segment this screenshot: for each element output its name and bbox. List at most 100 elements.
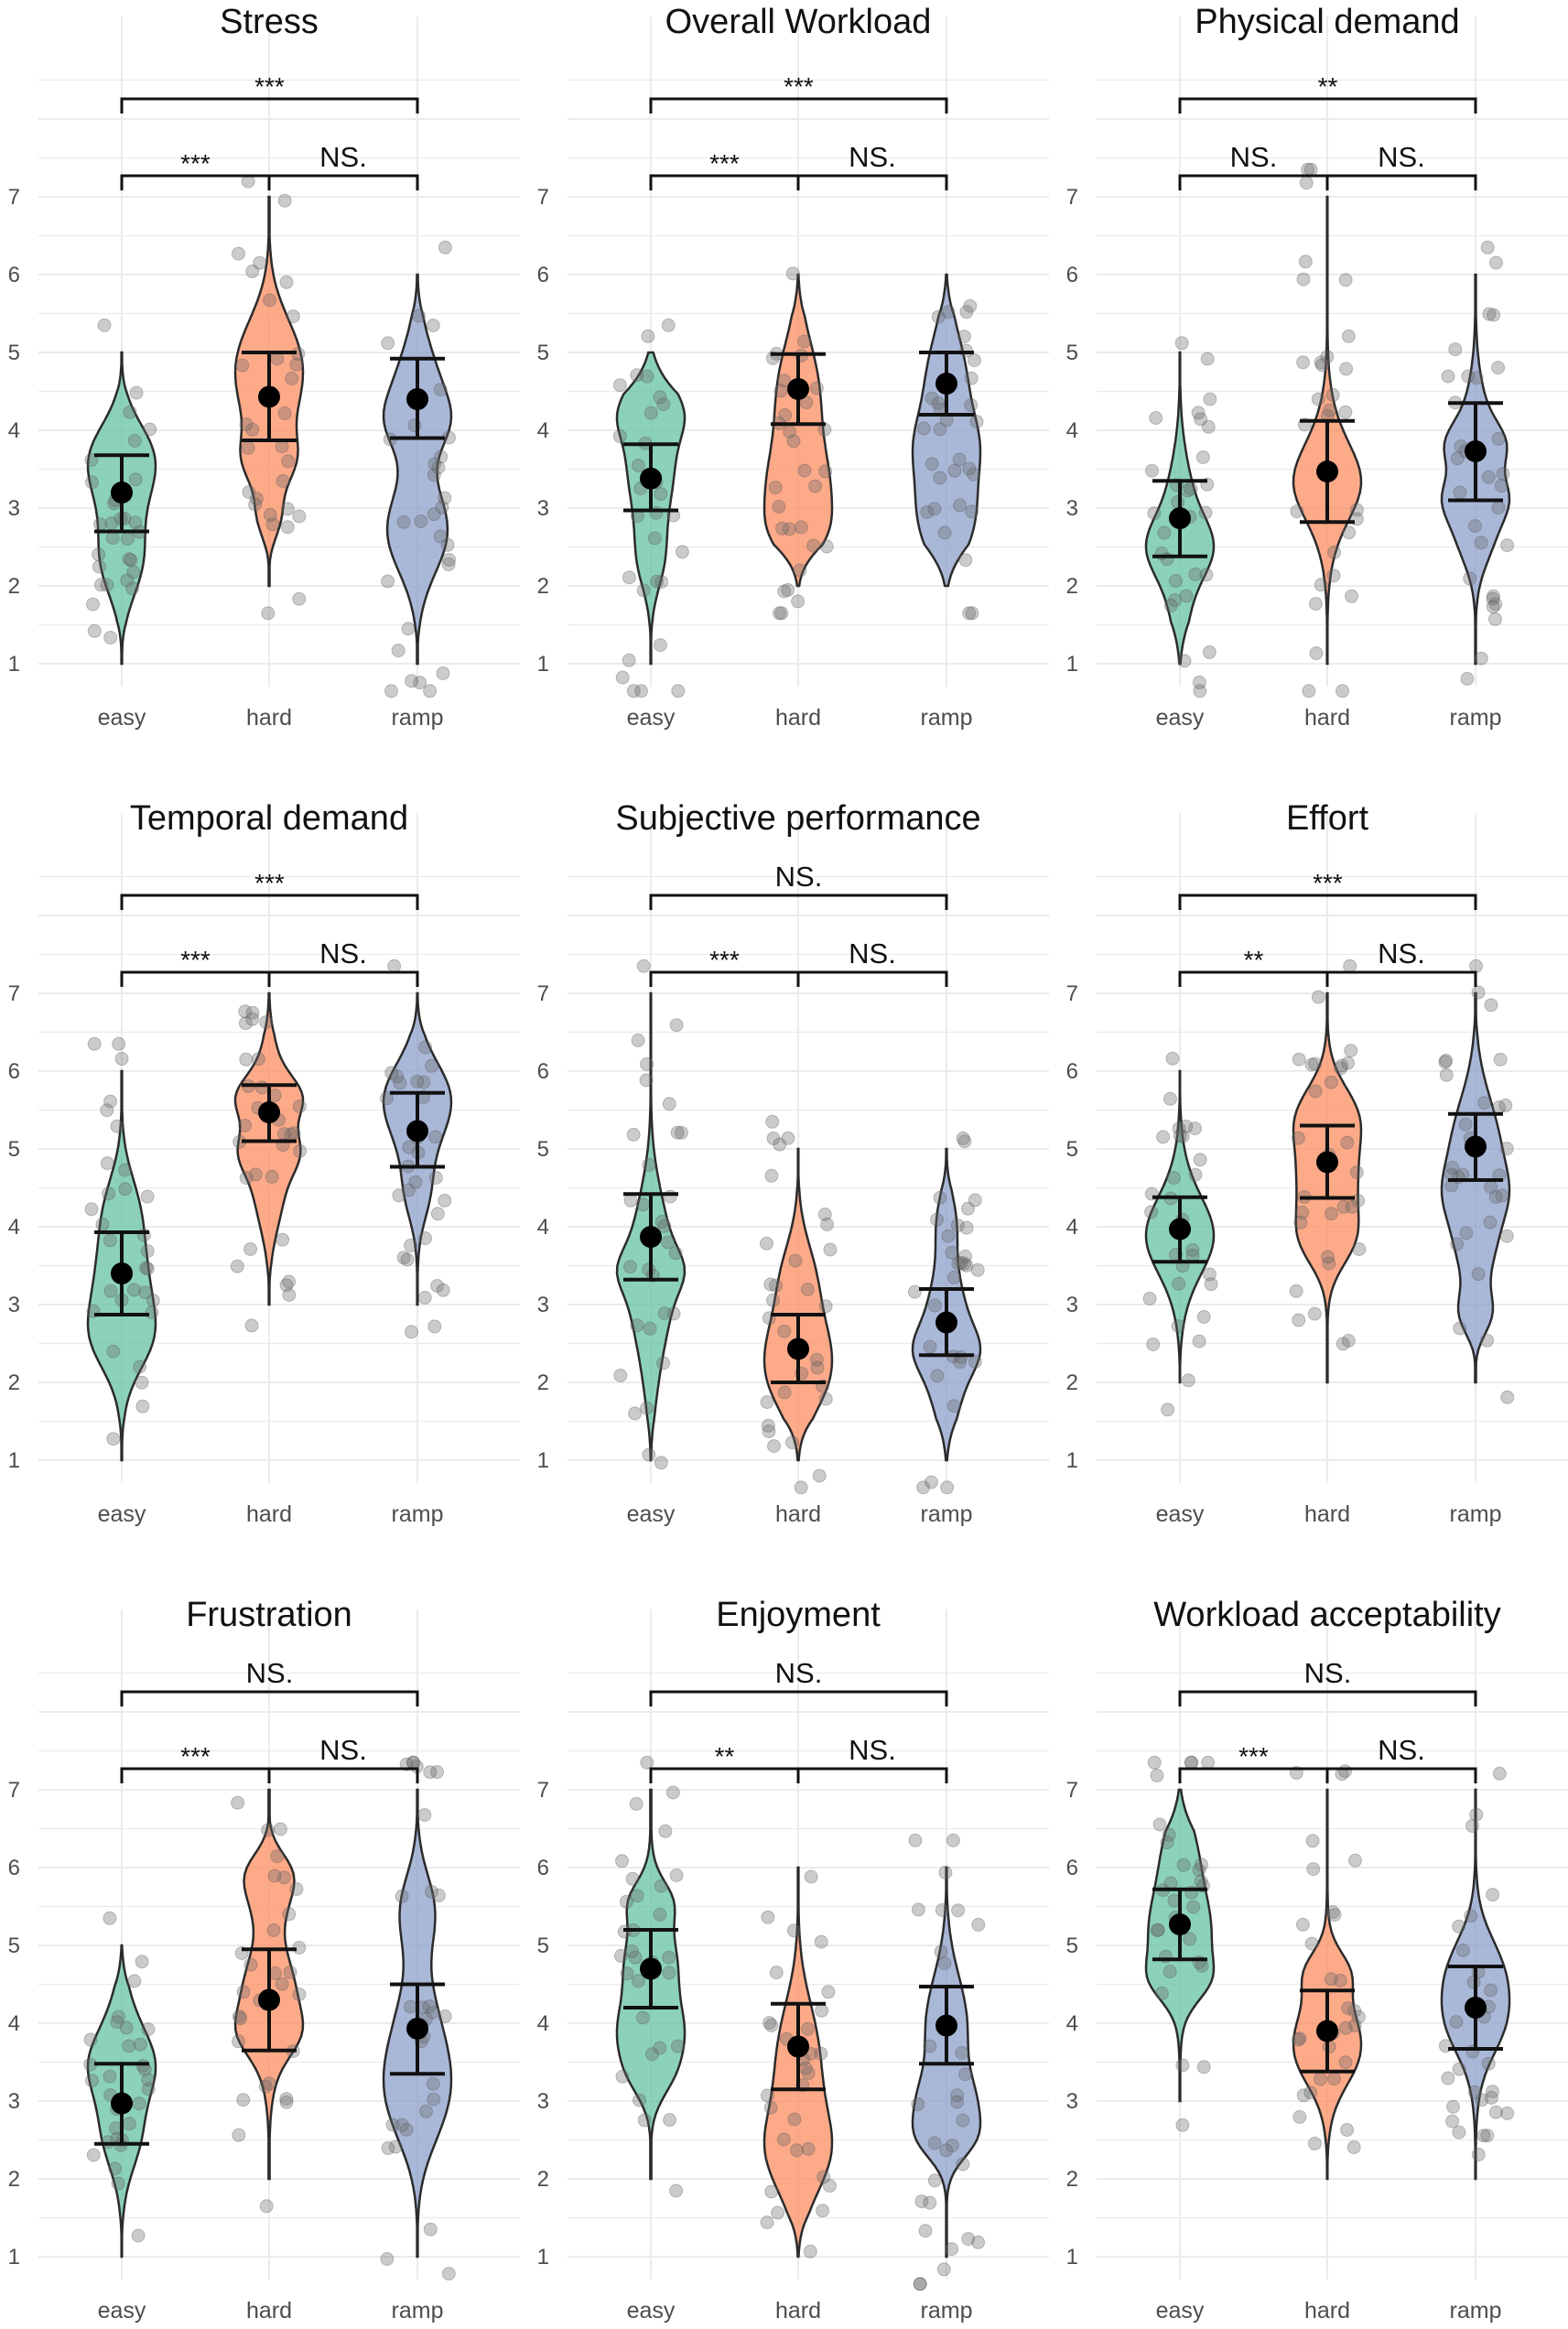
significance-label: NS. xyxy=(246,1657,294,1689)
significance-bracket: *** xyxy=(120,869,419,910)
jitter-point xyxy=(1343,959,1357,973)
error-bar xyxy=(623,1928,678,2009)
jitter-point xyxy=(1184,482,1198,496)
jitter-point xyxy=(249,492,264,506)
x-tick-label: easy xyxy=(98,1501,146,1527)
jitter-point xyxy=(763,1277,778,1292)
y-tick-label: 5 xyxy=(8,1934,20,1958)
jitter-point xyxy=(1322,2040,1336,2053)
jitter-point xyxy=(812,1468,827,1483)
significance-label: ** xyxy=(1244,946,1264,974)
jitter-point xyxy=(1459,1226,1474,1240)
jitter-point xyxy=(1448,342,1463,357)
jitter-point xyxy=(965,504,979,519)
jitter-point xyxy=(810,1360,825,1375)
jitter-point xyxy=(84,1202,99,1217)
jitter-point xyxy=(1484,1180,1498,1195)
jitter-point xyxy=(427,457,442,471)
significance-bracket: ** xyxy=(649,1742,800,1783)
jitter-point xyxy=(1292,2031,1307,2046)
y-tick-label: 6 xyxy=(537,1059,549,1084)
jitter-point xyxy=(1453,485,1467,500)
y-tick-label: 5 xyxy=(537,1934,549,1958)
significance-label: NS. xyxy=(849,141,896,173)
jitter-point xyxy=(925,1475,938,1489)
jitter-point xyxy=(112,2009,125,2024)
violin-ramp xyxy=(1438,1766,1515,2181)
jitter-point xyxy=(669,2183,684,2198)
y-tick-label: 3 xyxy=(537,496,549,521)
panel-stress: Stress 1 2 3 4 5 6 7 easy hard ramp *** NS. *** xyxy=(8,3,520,731)
jitter-point xyxy=(956,1131,970,1145)
jitter-point xyxy=(95,1217,110,1231)
jitter-point xyxy=(1304,1936,1319,1951)
jitter-point xyxy=(388,2139,403,2154)
jitter-point xyxy=(239,1171,254,1186)
significance-label: *** xyxy=(180,1742,211,1771)
jitter-point xyxy=(279,2092,294,2107)
jitter-point xyxy=(426,2005,440,2020)
jitter-point xyxy=(631,1974,645,1988)
jitter-point xyxy=(404,1239,418,1252)
error-bar xyxy=(623,442,678,513)
jitter-point xyxy=(1307,1306,1322,1321)
jitter-point xyxy=(1314,578,1328,592)
jitter-point xyxy=(1338,2020,1353,2035)
jitter-point xyxy=(239,1052,254,1067)
bracket-line xyxy=(1178,970,1329,987)
jitter-point xyxy=(403,1999,417,2014)
jitter-point xyxy=(657,1306,672,1321)
jitter-point xyxy=(1171,494,1185,509)
jitter-point xyxy=(816,2170,831,2184)
jitter-point xyxy=(1446,2099,1460,2114)
jitter-point xyxy=(263,508,277,522)
jitter-point xyxy=(140,1244,155,1259)
jitter-point xyxy=(122,2039,136,2053)
jitter-point xyxy=(103,2069,117,2084)
jitter-point xyxy=(663,2113,677,2128)
significance-label: ** xyxy=(1318,72,1338,101)
mean-point xyxy=(258,385,280,408)
jitter-point xyxy=(1439,1067,1454,1082)
jitter-point xyxy=(809,1352,824,1367)
jitter-point xyxy=(1463,571,1477,586)
significance-bracket: *** xyxy=(1178,869,1477,910)
jitter-point xyxy=(775,521,790,536)
jitter-point xyxy=(1467,2085,1482,2099)
jitter-point xyxy=(428,1130,443,1144)
jitter-point xyxy=(259,1015,274,1030)
jitter-point xyxy=(417,1808,432,1822)
jitter-point xyxy=(1477,1096,1492,1110)
significance-bracket: ** xyxy=(1178,946,1329,987)
jitter-point xyxy=(1157,525,1172,540)
bracket-line xyxy=(120,1690,419,1706)
y-tick-label: 7 xyxy=(8,185,20,210)
error-bar xyxy=(1152,1887,1207,1962)
jitter-point xyxy=(656,1356,671,1370)
jitter-point xyxy=(938,1865,953,1879)
error-bar xyxy=(390,1090,445,1169)
jitter-point xyxy=(93,517,107,532)
jitter-point xyxy=(1309,646,1324,660)
violin-hard xyxy=(762,266,834,621)
mean-point xyxy=(1465,1997,1487,2019)
jitter-point xyxy=(1199,568,1214,582)
significance-label: NS. xyxy=(1304,1657,1352,1689)
jitter-point xyxy=(1342,525,1357,540)
violin-easy xyxy=(84,318,157,666)
error-bar xyxy=(1152,1195,1207,1264)
jitter-point xyxy=(615,2069,630,2084)
jitter-points xyxy=(907,1131,985,1495)
jitter-point xyxy=(1488,1189,1503,1204)
jitter-point xyxy=(1475,2093,1489,2107)
jitter-point xyxy=(138,1285,153,1300)
jitter-point xyxy=(803,2244,817,2259)
jitter-point xyxy=(265,1169,279,1184)
jitter-point xyxy=(1194,412,1208,427)
jitter-point xyxy=(626,1127,641,1142)
jitter-point xyxy=(1458,1117,1473,1132)
jitter-point xyxy=(1296,355,1311,370)
y-tick-label: 6 xyxy=(1066,1856,1078,1880)
jitter-point xyxy=(1292,2032,1305,2047)
jitter-point xyxy=(248,1167,263,1182)
